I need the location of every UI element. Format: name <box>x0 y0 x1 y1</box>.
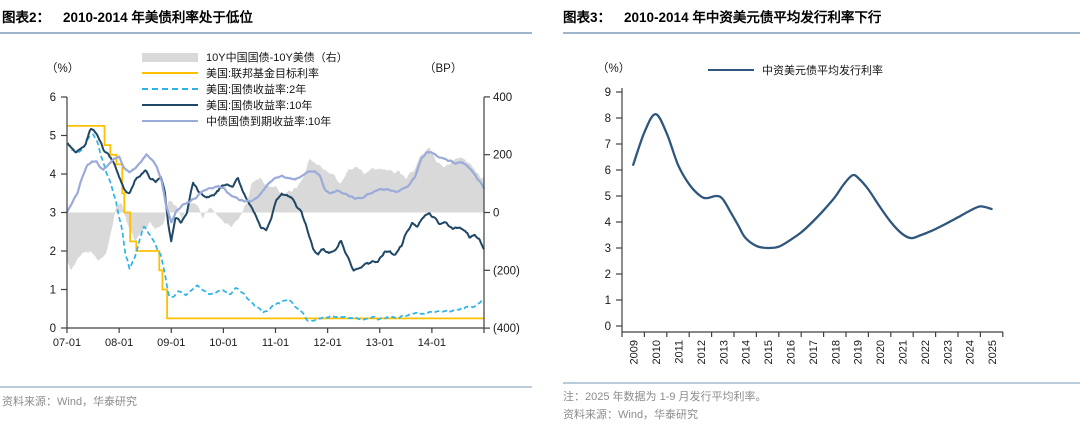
svg-text:0: 0 <box>493 208 499 220</box>
svg-text:2016: 2016 <box>786 340 798 364</box>
svg-text:1: 1 <box>605 295 611 307</box>
legend-swatch-spread <box>142 52 198 62</box>
svg-text:3: 3 <box>605 243 611 255</box>
svg-text:09-01: 09-01 <box>157 337 185 349</box>
svg-text:11-01: 11-01 <box>262 337 289 349</box>
figure-title: 图表2： 2010-2014 年美债利率处于低位 <box>2 6 253 26</box>
us-rates-chart-canvas: 0 1 2 3 4 5 6 400 200 0 (200) (400) 07-01 08-01 09-01 1… <box>50 92 520 349</box>
svg-text:2020: 2020 <box>875 340 887 364</box>
svg-text:4: 4 <box>50 169 57 181</box>
svg-text:2: 2 <box>50 246 56 258</box>
series-us10y-line <box>66 127 485 272</box>
legend-swatch-us10y <box>142 104 198 106</box>
svg-text:10-01: 10-01 <box>209 337 237 349</box>
svg-text:7: 7 <box>605 139 611 151</box>
svg-text:(400): (400) <box>493 323 520 335</box>
svg-text:1: 1 <box>50 285 56 297</box>
svg-text:2013: 2013 <box>718 340 730 364</box>
left-axis-unit-label: （%） <box>46 63 80 75</box>
legend-item: 美国:联邦基金目标利率 <box>142 65 348 81</box>
legend-label: 美国:联邦基金目标利率 <box>206 68 320 80</box>
svg-text:2018: 2018 <box>830 340 842 364</box>
figure-title-text: 2010-2014 年中资美元债平均发行利率下行 <box>624 10 882 25</box>
legend-item: 美国:国债收益率:10年 <box>142 97 348 113</box>
svg-text:2017: 2017 <box>808 340 820 364</box>
usd-bond-rate-chart-canvas: 0 1 2 3 4 5 6 7 8 9 2009 2010 2011 2012 2013 2014 2015 20… <box>605 87 1004 364</box>
chart-legend: 10Y中国国债-10Y美债（右） 美国:联邦基金目标利率 美国:国债收益率:2年 美国… <box>142 49 348 129</box>
series-fed-funds-line <box>67 125 484 320</box>
svg-text:2025: 2025 <box>987 340 999 364</box>
svg-text:(200): (200) <box>493 265 520 277</box>
figure-title-text: 2010-2014 年美债利率处于低位 <box>63 10 253 25</box>
svg-text:08-01: 08-01 <box>105 337 133 349</box>
legend-swatch-fed <box>142 72 198 74</box>
legend-swatch-usd_bond <box>708 69 754 71</box>
series-us2y-line <box>66 133 485 322</box>
svg-text:5: 5 <box>50 131 56 143</box>
svg-text:6: 6 <box>50 92 56 104</box>
series-cn10y-line <box>66 150 486 224</box>
svg-text:2019: 2019 <box>853 340 865 364</box>
svg-text:3: 3 <box>50 208 56 220</box>
svg-text:9: 9 <box>605 87 611 99</box>
figure-panel-us-treasury-rates: 图表2： 2010-2014 年美债利率处于低位 （%） （BP） 10Y中国国债… <box>0 6 532 408</box>
svg-text:4: 4 <box>605 217 612 229</box>
title-rule <box>0 32 532 34</box>
figure-panel-usd-bond-coupon: 图表3： 2010-2014 年中资美元债平均发行利率下行 （%） 中资美元债平均… <box>540 0 1080 430</box>
source-rule <box>0 386 532 388</box>
note-text: 注：2025 年数据为 1-9 月发行平均利率。 <box>563 391 767 403</box>
figure-title: 图表3： 2010-2014 年中资美元债平均发行利率下行 <box>563 6 881 26</box>
svg-text:0: 0 <box>50 323 56 335</box>
source-text: 资料来源：Wind，华泰研究 <box>2 396 138 408</box>
svg-text:2009: 2009 <box>629 340 641 364</box>
svg-text:2012: 2012 <box>696 340 708 364</box>
source-text: 资料来源：Wind，华泰研究 <box>563 409 699 421</box>
svg-text:2024: 2024 <box>965 340 977 364</box>
legend-label: 中债国债到期收益率:10年 <box>206 116 332 128</box>
svg-text:6: 6 <box>605 165 611 177</box>
svg-text:2022: 2022 <box>920 340 932 364</box>
figure-number-label: 图表3： <box>563 10 612 25</box>
svg-text:2023: 2023 <box>942 340 954 364</box>
svg-text:2015: 2015 <box>763 340 775 364</box>
legend-label: 美国:国债收益率:2年 <box>206 84 307 96</box>
legend-swatch-cn10y <box>142 120 198 122</box>
right-axis-unit-label: （BP） <box>424 63 463 75</box>
svg-text:2021: 2021 <box>898 340 910 364</box>
svg-text:07-01: 07-01 <box>53 337 81 349</box>
svg-text:200: 200 <box>493 150 512 162</box>
svg-text:13-01: 13-01 <box>366 337 394 349</box>
svg-text:14-01: 14-01 <box>418 337 446 349</box>
legend-swatch-us2y <box>142 88 198 90</box>
source-rule <box>563 382 1080 384</box>
legend-item: 美国:国债收益率:2年 <box>142 81 348 97</box>
legend-item: 中债国债到期收益率:10年 <box>142 113 348 129</box>
series-usd-bond-line <box>632 112 993 250</box>
legend-item: 中资美元债平均发行利率 <box>708 62 883 78</box>
svg-text:2: 2 <box>605 269 611 281</box>
svg-text:12-01: 12-01 <box>314 337 342 349</box>
figure-number-label: 图表2： <box>2 10 51 25</box>
svg-text:0: 0 <box>605 321 611 333</box>
svg-text:2014: 2014 <box>741 340 753 364</box>
svg-text:8: 8 <box>605 113 611 125</box>
title-rule <box>563 32 1080 34</box>
svg-text:2011: 2011 <box>674 340 686 364</box>
legend-label: 10Y中国国债-10Y美债（右） <box>206 52 348 64</box>
legend-label: 美国:国债收益率:10年 <box>206 100 313 112</box>
legend-item: 10Y中国国债-10Y美债（右） <box>142 49 348 65</box>
series-spread-area <box>67 147 484 270</box>
svg-text:5: 5 <box>605 191 611 203</box>
svg-text:400: 400 <box>493 92 512 104</box>
svg-text:2010: 2010 <box>651 340 663 364</box>
chart-legend: 中资美元债平均发行利率 <box>708 62 883 78</box>
y-axis-unit-label: （%） <box>597 63 631 75</box>
legend-label: 中资美元债平均发行利率 <box>762 65 883 77</box>
